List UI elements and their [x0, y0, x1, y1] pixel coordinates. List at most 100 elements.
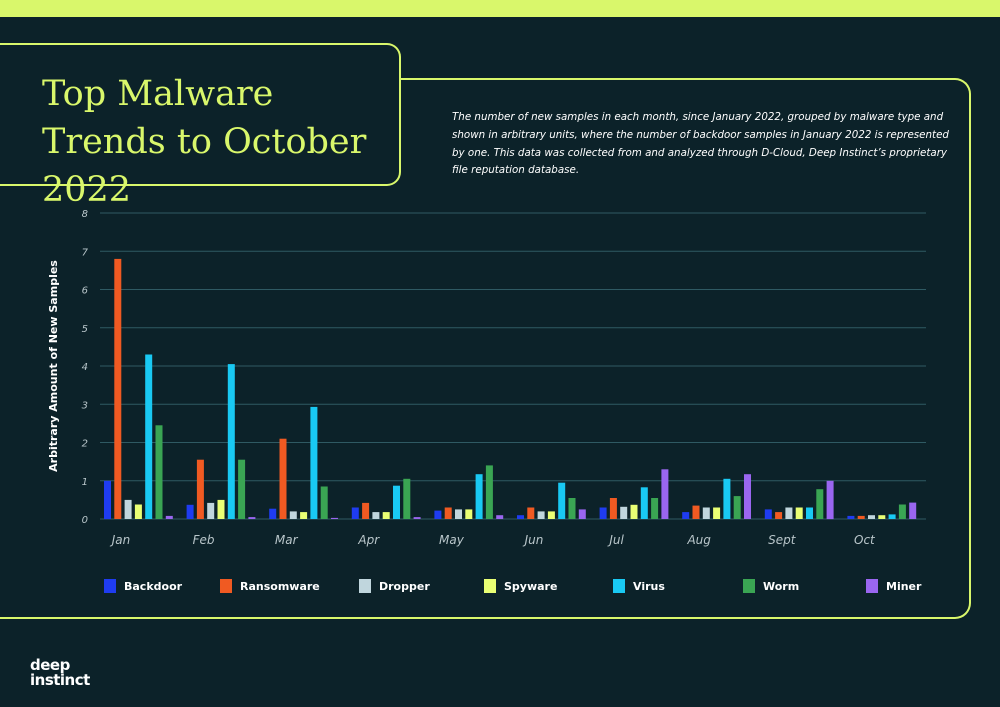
- bar-virus-may: [475, 474, 483, 519]
- bar-worm-apr: [403, 478, 411, 519]
- bar-dropper-may: [455, 509, 462, 519]
- bar-worm-feb: [238, 459, 246, 519]
- x-tick-label: Sept: [768, 533, 797, 547]
- bar-backdoor-oct: [847, 515, 855, 519]
- bar-worm-mar: [320, 486, 328, 519]
- bar-miner-sept: [826, 480, 834, 520]
- x-tick-label: Jul: [607, 533, 624, 547]
- bar-worm-jan: [155, 425, 163, 519]
- legend-swatch: [484, 579, 496, 593]
- bar-ransomware-aug: [692, 505, 700, 519]
- bar-backdoor-aug: [682, 512, 690, 519]
- bar-dropper-oct: [868, 515, 875, 519]
- bar-spyware-jun: [547, 511, 555, 519]
- x-tick-label: Mar: [275, 533, 299, 547]
- top-accent-band: [0, 0, 1000, 17]
- bar-miner-feb: [248, 517, 256, 519]
- bar-worm-jun: [568, 498, 576, 519]
- legend-label: Backdoor: [124, 579, 183, 593]
- bar-miner-apr: [413, 517, 421, 519]
- bar-virus-jun: [558, 482, 566, 519]
- x-tick-label: Oct: [854, 533, 876, 547]
- page-title: Top Malware Trends to October 2022: [42, 74, 367, 210]
- bar-ransomware-feb: [196, 459, 204, 519]
- bar-ransomware-apr: [362, 502, 370, 519]
- bar-virus-apr: [393, 485, 400, 519]
- legend-swatch: [613, 579, 625, 593]
- legend-label: Dropper: [379, 579, 430, 593]
- legend-swatch: [220, 579, 232, 593]
- legend-label: Miner: [886, 579, 922, 593]
- bar-ransomware-sept: [775, 512, 783, 519]
- legend-swatch: [104, 579, 116, 593]
- legend-swatch: [866, 579, 878, 593]
- bar-worm-sept: [816, 489, 824, 519]
- bar-spyware-apr: [382, 512, 390, 519]
- bar-ransomware-jun: [527, 507, 535, 519]
- bar-miner-aug: [744, 474, 751, 519]
- legend-label: Ransomware: [240, 579, 320, 593]
- bar-worm-oct: [898, 504, 906, 519]
- bar-spyware-feb: [217, 499, 225, 519]
- legend-item-spyware: Spyware: [484, 578, 557, 594]
- y-tick-label: 5: [82, 324, 88, 335]
- bar-backdoor-apr: [351, 507, 359, 519]
- y-tick-label: 1: [82, 477, 88, 488]
- legend-label: Worm: [763, 579, 800, 593]
- y-tick-label: 7: [82, 247, 89, 258]
- bar-virus-feb: [227, 364, 235, 519]
- bar-miner-may: [496, 515, 504, 519]
- y-tick-labels: 0 1 2 3 4 5 6 7 8: [82, 209, 89, 526]
- bar-virus-oct: [888, 514, 896, 519]
- bar-ransomware-mar: [279, 438, 287, 519]
- x-tick-label: Aug: [686, 533, 711, 547]
- bar-virus-aug: [723, 478, 731, 519]
- y-tick-label: 8: [82, 209, 88, 220]
- legend-item-backdoor: Backdoor: [104, 578, 182, 594]
- bar-spyware-aug: [713, 507, 721, 519]
- legend-item-miner: Miner: [866, 578, 921, 594]
- y-tick-label: 4: [82, 362, 88, 373]
- legend-label: Virus: [633, 579, 665, 593]
- bar-spyware-mar: [300, 512, 308, 519]
- bar-virus-jul: [640, 487, 648, 519]
- x-tick-labels: Jan Feb Mar Apr May Jun Jul Aug Sept Oct: [110, 533, 876, 547]
- chart-bars: [104, 258, 917, 520]
- bar-dropper-jul: [620, 506, 628, 519]
- bar-dropper-apr: [372, 512, 380, 519]
- y-tick-label: 6: [82, 286, 88, 297]
- bar-backdoor-jul: [599, 507, 607, 519]
- bar-dropper-mar: [289, 511, 297, 519]
- bar-ransomware-may: [444, 507, 452, 519]
- bar-worm-jul: [651, 498, 659, 519]
- bar-dropper-jan: [124, 499, 132, 519]
- bar-backdoor-sept: [764, 509, 772, 519]
- bar-backdoor-mar: [269, 508, 277, 519]
- x-tick-label: Jan: [110, 533, 131, 547]
- bar-ransomware-oct: [857, 515, 865, 519]
- x-tick-label: Jun: [523, 533, 544, 547]
- chart-panel-frame: [0, 78, 971, 619]
- bar-dropper-sept: [785, 507, 793, 519]
- chart-gridlines: [100, 212, 926, 520]
- bar-spyware-oct: [878, 515, 886, 519]
- bar-dropper-feb: [207, 502, 215, 519]
- bar-ransomware-jan: [114, 258, 122, 519]
- bar-backdoor-may: [434, 510, 442, 519]
- logo-line-1: deep: [30, 656, 70, 674]
- bar-miner-jan: [165, 515, 173, 519]
- bar-miner-jul: [661, 469, 669, 519]
- title-box: [0, 43, 401, 186]
- legend-swatch: [743, 579, 755, 593]
- bar-spyware-jan: [134, 504, 142, 519]
- bar-virus-mar: [310, 406, 318, 519]
- y-tick-label: 2: [82, 439, 88, 450]
- legend-item-worm: Worm: [743, 578, 799, 594]
- bar-virus-jan: [145, 354, 153, 519]
- y-tick-label: 3: [82, 400, 88, 411]
- bar-ransomware-jul: [609, 498, 617, 519]
- chart-description: The number of new samples in each month,…: [452, 111, 949, 177]
- logo-line-2: instinct: [30, 671, 90, 689]
- bar-miner-jun: [578, 509, 586, 519]
